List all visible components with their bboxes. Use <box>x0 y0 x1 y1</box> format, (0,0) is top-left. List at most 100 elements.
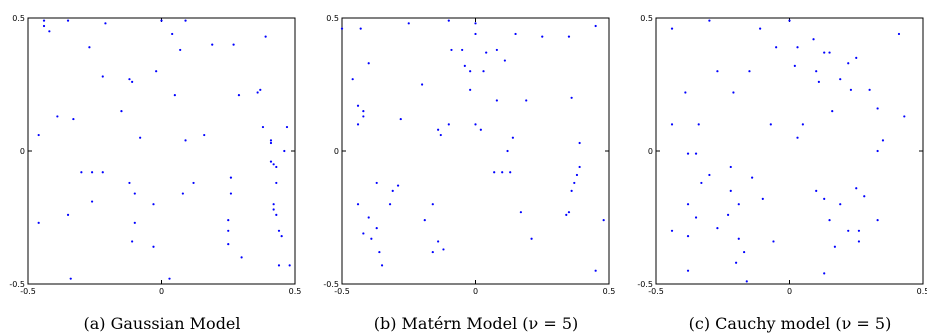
scatter-point <box>152 245 155 248</box>
y-tick-label: 0.5 <box>640 14 653 23</box>
scatter-point <box>227 219 230 222</box>
scatter-point <box>565 213 568 216</box>
scatter-point <box>240 256 243 259</box>
scatter-point <box>876 107 879 110</box>
scatter-point <box>168 277 171 280</box>
x-tick-label: 0 <box>473 287 478 296</box>
scatter-point <box>155 70 158 73</box>
scatter-point <box>184 139 187 142</box>
scatter-point <box>530 237 533 240</box>
scatter-point <box>447 19 450 22</box>
scatter-point <box>37 221 40 224</box>
scatter-point <box>378 250 381 254</box>
scatter-point <box>66 213 70 216</box>
scatter-point <box>855 187 858 190</box>
scatter-point <box>735 261 738 264</box>
scatter-point <box>796 46 799 49</box>
scatter-point <box>237 94 241 97</box>
scatter-point <box>407 22 410 25</box>
scatter-point <box>362 110 365 113</box>
scatter-point <box>495 99 498 102</box>
scatter-point <box>133 221 136 224</box>
scatter-point <box>697 123 700 126</box>
scatter-point <box>686 235 690 238</box>
y-tick-label: 0 <box>334 147 339 156</box>
scatter-point <box>745 280 748 283</box>
scatter-point <box>788 19 791 22</box>
scatter-point <box>277 229 281 232</box>
panel-cauchy: -0.5 0 0.5 0.5 0 -0.5 (c) Cauchy model (ν = 5) <box>637 14 927 333</box>
scatter-point <box>863 195 866 198</box>
scatter-point <box>729 165 732 169</box>
scatter-point <box>857 240 861 243</box>
scatter-point <box>474 32 477 36</box>
scatter-point <box>461 48 464 52</box>
scatter-point <box>285 125 289 129</box>
scatter-point <box>171 32 174 36</box>
scatter-point <box>775 46 778 49</box>
scatter-point <box>732 91 735 94</box>
scatter-point <box>128 181 131 185</box>
scatter-point <box>72 117 75 121</box>
scatter-point <box>259 88 262 91</box>
scatter-point <box>474 123 477 126</box>
scatter-point <box>391 189 394 192</box>
scatter-point <box>694 152 698 155</box>
scatter-point <box>876 149 879 153</box>
scatter-point <box>375 181 378 185</box>
scatter-point <box>686 203 690 206</box>
scatter-point <box>42 19 46 22</box>
scatter-point <box>367 62 370 65</box>
scatter-point <box>573 181 576 185</box>
scatter-point <box>700 181 703 185</box>
scatter-point <box>359 27 362 30</box>
scatter-point <box>80 171 83 174</box>
scatter-point <box>229 176 233 179</box>
scatter-point <box>726 213 730 216</box>
plot-frame-cauchy <box>655 17 924 285</box>
scatter-point <box>184 19 187 22</box>
scatter-point <box>104 22 107 25</box>
scatter-point <box>737 237 740 240</box>
scatter-point <box>431 250 434 254</box>
scatter-point <box>370 237 373 240</box>
scatter-point <box>485 51 488 54</box>
scatter-point <box>269 160 273 163</box>
scatter-point <box>602 219 605 222</box>
plot-frame-gaussian <box>27 17 296 285</box>
scatter-point <box>570 96 573 99</box>
scatter-point <box>469 88 472 91</box>
scatter-point <box>367 216 370 219</box>
scatter-point <box>101 75 104 78</box>
scatter-point <box>380 264 384 267</box>
scatter-point <box>828 51 831 54</box>
scatter-point <box>423 219 426 222</box>
scatter-point <box>450 48 453 52</box>
scatter-point <box>152 203 155 206</box>
scatter-point <box>227 243 230 246</box>
scatter-point <box>686 152 690 155</box>
x-tick-label: -0.5 <box>20 287 36 296</box>
scatter-point <box>131 80 134 83</box>
panel-matern: -0.5 0 0.5 0.5 0 -0.5 (b) Matérn Model (ν = 5) <box>323 14 615 333</box>
x-tick-label: 0.5 <box>603 287 616 296</box>
scatter-point <box>501 171 504 174</box>
scatter-point <box>769 123 772 126</box>
scatter-point <box>759 27 762 30</box>
scatter-point <box>421 83 424 86</box>
scatter-point <box>594 269 597 272</box>
scatter-point <box>388 203 392 206</box>
x-tick-label: 0.5 <box>289 287 302 296</box>
scatter-point <box>272 208 275 211</box>
scatter-point <box>474 22 477 25</box>
scatter-point <box>881 139 885 142</box>
scatter-point <box>139 136 142 139</box>
y-tick-label: 0.5 <box>326 14 339 23</box>
scatter-point <box>66 19 70 22</box>
x-tick-label: 0 <box>159 287 164 296</box>
scatter-point <box>855 56 858 60</box>
scatter-point <box>396 184 400 187</box>
scatter-point <box>351 78 354 81</box>
scatter-point <box>227 229 230 232</box>
